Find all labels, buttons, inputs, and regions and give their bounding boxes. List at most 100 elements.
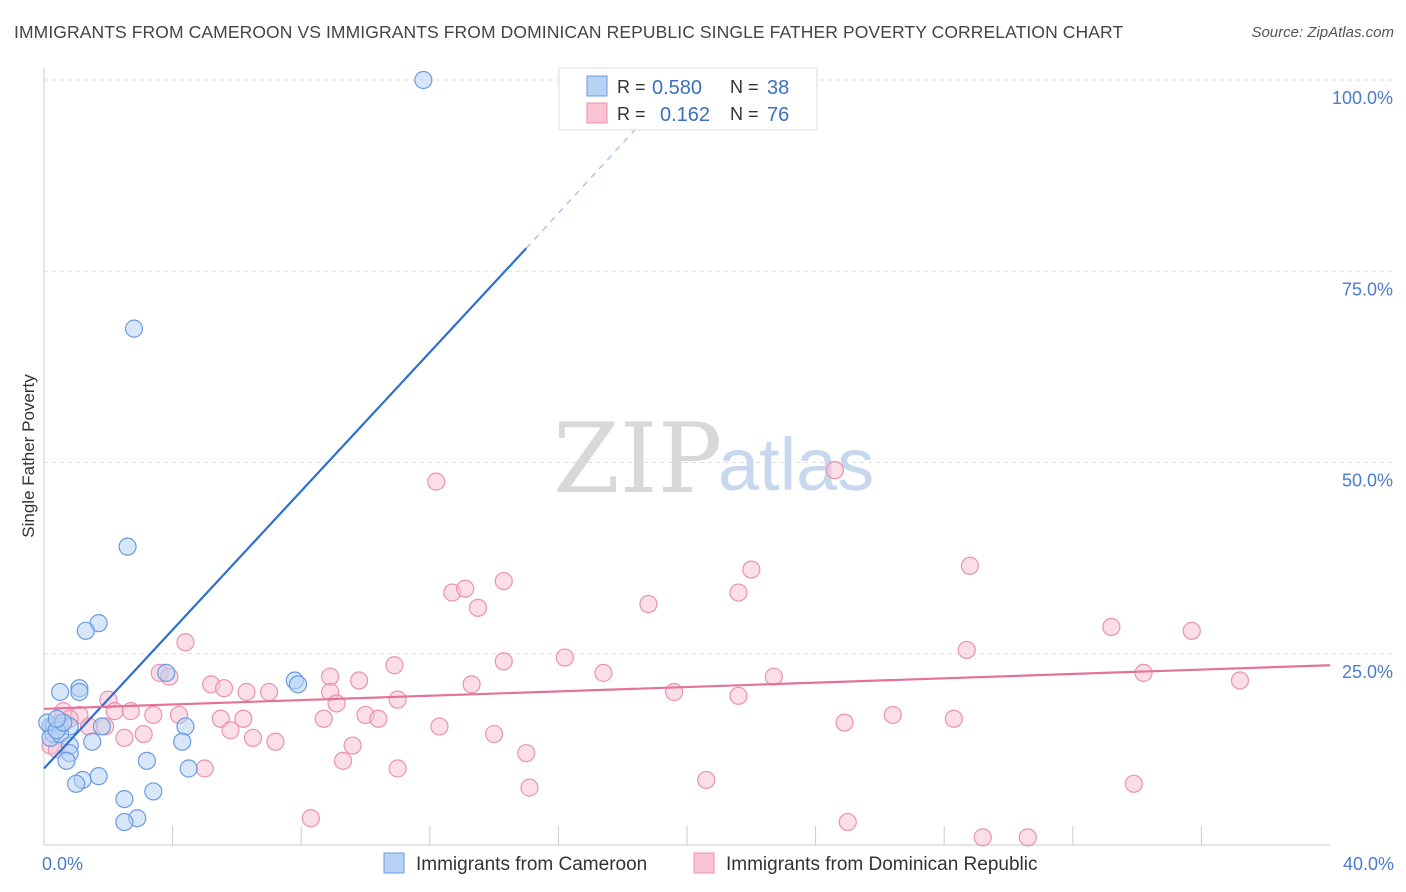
data-point-dominican-republic	[134, 724, 153, 744]
data-point-cameroon	[137, 751, 156, 770]
bottom-legend-swatch-cameroon	[383, 852, 405, 874]
data-point-dominican-republic	[321, 667, 340, 686]
data-point-cameroon	[67, 774, 86, 793]
data-point-dominican-republic	[314, 709, 333, 728]
data-point-dominican-republic	[195, 759, 214, 778]
data-point-cameroon	[179, 759, 198, 778]
y-tick-label: 50.0%	[1342, 471, 1393, 491]
data-point-dominican-republic	[456, 579, 475, 598]
data-point-dominican-republic	[639, 594, 658, 614]
data-point-dominican-republic	[234, 709, 253, 728]
y-tick-labels: 25.0% 50.0% 75.0% 100.0%	[1332, 88, 1393, 682]
data-point-dominican-republic	[144, 705, 163, 725]
data-point-dominican-republic	[214, 679, 234, 698]
bottom-legend: Immigrants from Cameroon Immigrants from…	[383, 852, 1038, 875]
legend-r-value-1: 0.580	[652, 77, 702, 99]
x-tick-label-min: 0.0%	[42, 854, 83, 874]
legend-swatch-cameroon	[586, 75, 608, 97]
data-point-dominican-republic	[1018, 828, 1037, 847]
data-point-cameroon	[89, 767, 108, 786]
data-point-dominican-republic	[883, 705, 902, 725]
data-point-cameroon	[70, 682, 89, 702]
y-tick-label: 25.0%	[1342, 662, 1393, 682]
data-point-cameroon	[115, 789, 134, 809]
data-point-dominican-republic	[729, 583, 748, 602]
trendline-cameroon-extension	[525, 121, 643, 249]
data-point-dominican-republic	[388, 690, 407, 709]
data-point-dominican-republic	[1102, 617, 1121, 637]
data-point-dominican-republic	[221, 721, 240, 740]
data-point-dominican-republic	[957, 640, 976, 660]
data-point-dominican-republic	[343, 736, 362, 755]
y-tick-label: 100.0%	[1332, 88, 1393, 108]
watermark: ZIP atlas	[553, 403, 874, 515]
data-point-dominican-republic	[259, 682, 279, 702]
data-point-cameroon	[157, 663, 176, 682]
legend-r-value-2: 0.162	[660, 104, 710, 126]
data-point-dominican-republic	[838, 812, 857, 832]
data-point-dominican-republic	[385, 656, 404, 675]
chart-title: IMMIGRANTS FROM CAMEROON VS IMMIGRANTS F…	[14, 22, 1124, 42]
data-point-dominican-republic	[349, 671, 369, 690]
data-point-dominican-republic	[555, 648, 574, 667]
data-point-dominican-republic	[729, 686, 748, 705]
data-point-dominican-republic	[1134, 663, 1153, 682]
data-point-dominican-republic	[301, 809, 320, 828]
data-point-cameroon	[92, 717, 111, 736]
data-point-dominican-republic	[742, 560, 761, 579]
legend-n-value-1: 38	[767, 77, 789, 99]
data-point-dominican-republic	[1124, 774, 1143, 793]
data-point-dominican-republic	[697, 770, 716, 790]
data-point-dominican-republic	[327, 694, 346, 713]
x-tick-label-max: 40.0%	[1343, 854, 1394, 874]
y-axis-label: Single Father Poverty	[19, 374, 38, 538]
data-point-dominican-republic	[1230, 671, 1250, 690]
legend: R = 0.580 N = 38 R = 0.162 N = 76	[558, 67, 818, 131]
legend-n-label-2: N =	[730, 104, 759, 124]
legend-n-value-2: 76	[767, 104, 789, 126]
data-point-cameroon	[76, 621, 95, 640]
data-point-dominican-republic	[494, 571, 513, 591]
data-point-cameroon	[115, 812, 134, 832]
data-point-dominican-republic	[243, 728, 263, 748]
legend-swatch-dominican-republic	[586, 102, 608, 124]
series-cameroon-points	[38, 70, 433, 832]
data-point-dominican-republic	[485, 724, 504, 744]
data-point-dominican-republic	[594, 663, 613, 682]
gridlines	[44, 79, 1392, 655]
data-point-dominican-republic	[517, 744, 536, 763]
trendline-cameroon	[43, 247, 528, 770]
data-point-dominican-republic	[520, 778, 539, 797]
data-point-dominican-republic	[494, 652, 513, 671]
data-point-dominican-republic	[1182, 621, 1201, 640]
bottom-legend-label-dominican-republic: Immigrants from Dominican Republic	[726, 854, 1038, 875]
legend-r-label-2: R =	[617, 104, 646, 124]
data-point-cameroon	[124, 319, 144, 338]
data-point-dominican-republic	[266, 732, 285, 751]
data-point-dominican-republic	[333, 751, 353, 770]
x-tick-labels: 0.0% 40.0%	[42, 854, 1394, 874]
data-point-dominican-republic	[960, 556, 980, 575]
legend-r-label-1: R =	[617, 77, 646, 97]
data-point-dominican-republic	[176, 633, 195, 652]
data-point-cameroon	[57, 751, 76, 770]
data-point-cameroon	[288, 675, 308, 694]
data-point-dominican-republic	[369, 709, 388, 728]
data-point-dominican-republic	[462, 675, 481, 694]
data-point-dominican-republic	[115, 728, 134, 748]
trendline-dominican-republic	[43, 664, 1331, 710]
data-point-dominican-republic	[388, 759, 407, 778]
legend-n-label-1: N =	[730, 77, 759, 97]
watermark-zip: ZIP	[553, 403, 722, 515]
data-point-dominican-republic	[835, 713, 854, 732]
data-point-dominican-republic	[665, 682, 684, 702]
data-point-dominican-republic	[468, 598, 488, 617]
data-point-cameroon	[118, 537, 137, 556]
bottom-legend-swatch-dominican-republic	[693, 852, 715, 874]
data-point-dominican-republic	[825, 461, 844, 480]
data-point-dominican-republic	[427, 472, 446, 491]
data-point-cameroon	[47, 709, 66, 728]
data-point-cameroon	[50, 682, 70, 702]
bottom-legend-label-cameroon: Immigrants from Cameroon	[416, 854, 647, 875]
